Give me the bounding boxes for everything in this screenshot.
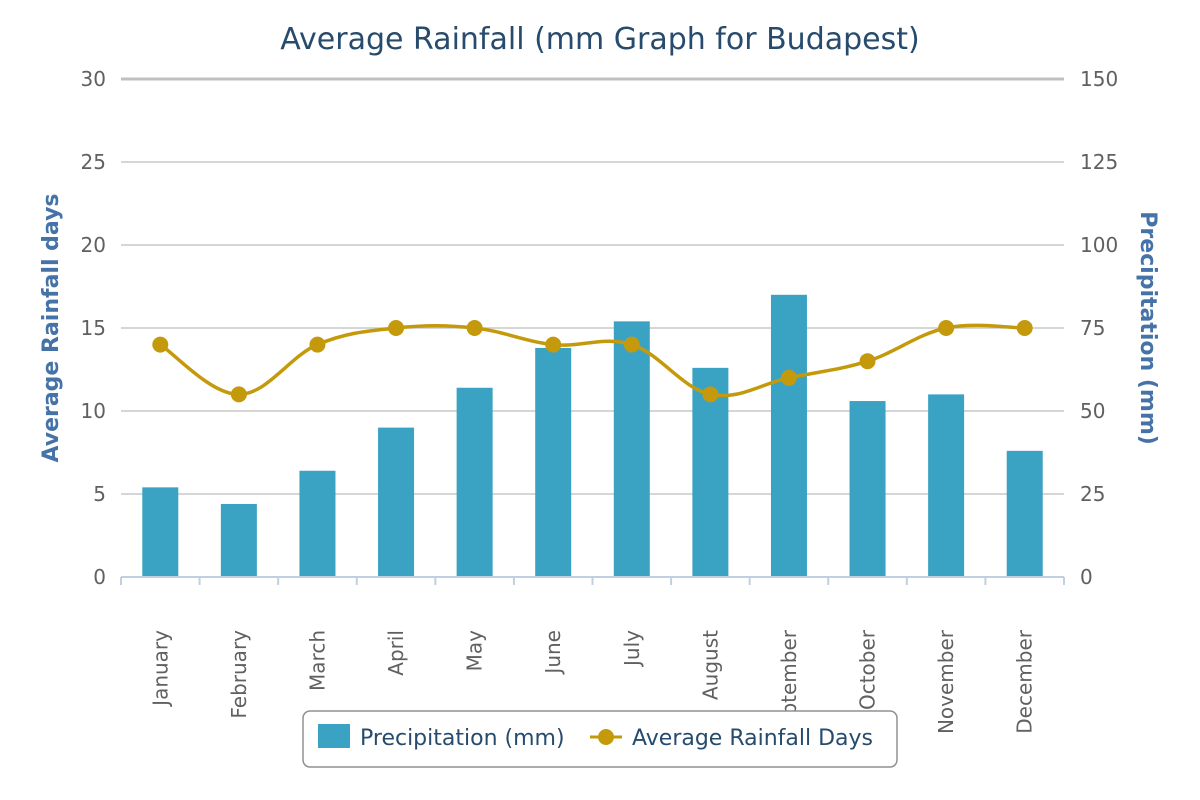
category-label: May	[463, 630, 487, 672]
category-label: January	[148, 630, 172, 708]
precipitation-bar	[849, 401, 886, 577]
rainfall-days-marker	[309, 336, 326, 353]
precipitation-bar	[613, 321, 650, 577]
left-tick-label: 15	[81, 316, 106, 340]
left-tick-label: 0	[93, 565, 106, 589]
precipitation-bar	[220, 503, 257, 577]
legend-swatch-marker	[598, 729, 614, 745]
rainfall-days-marker	[623, 336, 640, 353]
precipitation-bar	[378, 427, 415, 577]
rainfall-days-curve	[159, 323, 1025, 398]
precipitation-bar	[770, 294, 807, 577]
precipitation-bar	[535, 347, 572, 577]
category-label: July	[620, 630, 644, 668]
right-tick-label: 0	[1080, 565, 1093, 589]
left-tick-label: 25	[81, 150, 106, 174]
category-label: April	[384, 630, 408, 676]
category-label: February	[227, 630, 251, 719]
legend-label-rainfall-days: Average Rainfall Days	[632, 726, 873, 751]
rainfall-days-marker	[1016, 320, 1033, 336]
right-tick-label: 100	[1080, 233, 1118, 257]
precipitation-bar	[456, 387, 493, 577]
legend-item-precipitation[interactable]: Precipitation (mm)	[318, 724, 565, 751]
rainfall-days-marker	[702, 386, 719, 403]
rainfall-days-marker	[859, 353, 876, 370]
legend-item-rainfall-days[interactable]: Average Rainfall Days	[590, 726, 873, 751]
rainfall-days-marker	[938, 320, 955, 336]
left-tick-label: 10	[81, 399, 106, 423]
left-tick-label: 30	[81, 67, 106, 91]
rainfall-days-marker	[152, 336, 169, 353]
precipitation-bars	[142, 294, 1043, 577]
left-axis-title: Average Rainfall days	[39, 193, 64, 462]
category-label: March	[305, 630, 329, 691]
precipitation-bar	[692, 367, 729, 577]
right-tick-label: 150	[1080, 67, 1118, 91]
category-label: December	[1013, 629, 1037, 733]
precipitation-bar	[142, 487, 179, 577]
right-tick-label: 25	[1080, 482, 1105, 506]
category-label: November	[934, 629, 958, 734]
legend-swatch-precipitation	[318, 724, 350, 748]
legend: Precipitation (mm) Average Rainfall Days	[302, 710, 898, 768]
precipitation-bar	[299, 470, 336, 577]
left-tick-label: 5	[93, 482, 106, 506]
precipitation-bar	[1006, 450, 1043, 577]
rainfall-days-marker	[388, 320, 405, 336]
precipitation-bar	[928, 394, 965, 577]
chart-title: Average Rainfall (mm Graph for Budapest)	[280, 22, 919, 57]
category-label: June	[541, 630, 565, 676]
right-tick-label: 50	[1080, 399, 1105, 423]
category-label: October	[856, 629, 880, 710]
right-y-axis: 0 25 50 75 100 125 150	[1080, 67, 1118, 589]
rainfall-days-marker	[230, 386, 247, 403]
left-tick-label: 20	[81, 233, 106, 257]
right-axis-title: Precipitation (mm)	[1135, 211, 1160, 445]
rainfall-days-marker	[545, 336, 562, 353]
gridlines	[121, 77, 1064, 495]
right-tick-label: 125	[1080, 150, 1118, 174]
left-y-axis: 0 5 10 15 20 25 30	[81, 67, 106, 589]
rainfall-days-line	[152, 320, 1033, 403]
category-label: August	[698, 630, 722, 700]
rainfall-days-marker	[780, 369, 797, 386]
x-axis: January February March April May June July Augu…	[120, 576, 1065, 741]
right-tick-label: 75	[1080, 316, 1105, 340]
rainfall-days-marker	[466, 320, 483, 336]
legend-label-precipitation: Precipitation (mm)	[360, 726, 565, 751]
